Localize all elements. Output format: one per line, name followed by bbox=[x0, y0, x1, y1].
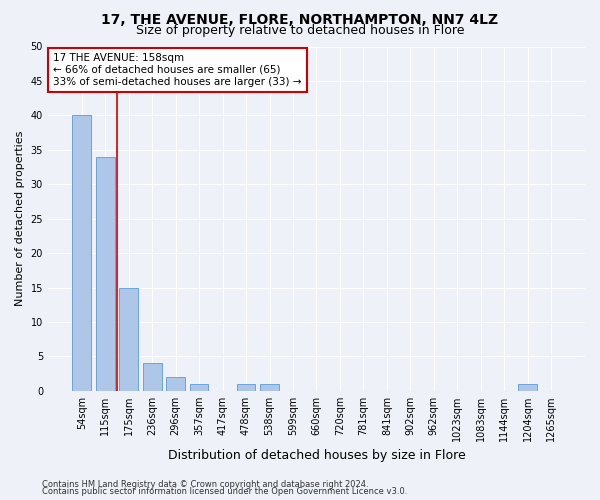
Y-axis label: Number of detached properties: Number of detached properties bbox=[15, 131, 25, 306]
Bar bbox=[96, 156, 115, 391]
Bar bbox=[73, 116, 91, 391]
Text: 17, THE AVENUE, FLORE, NORTHAMPTON, NN7 4LZ: 17, THE AVENUE, FLORE, NORTHAMPTON, NN7 … bbox=[101, 12, 499, 26]
Bar bbox=[190, 384, 208, 391]
Bar bbox=[166, 377, 185, 391]
Bar bbox=[518, 384, 537, 391]
Text: 17 THE AVENUE: 158sqm
← 66% of detached houses are smaller (65)
33% of semi-deta: 17 THE AVENUE: 158sqm ← 66% of detached … bbox=[53, 54, 302, 86]
Bar bbox=[119, 288, 138, 391]
Bar bbox=[143, 364, 161, 391]
Bar bbox=[260, 384, 279, 391]
Text: Contains public sector information licensed under the Open Government Licence v3: Contains public sector information licen… bbox=[42, 487, 407, 496]
Bar bbox=[236, 384, 256, 391]
X-axis label: Distribution of detached houses by size in Flore: Distribution of detached houses by size … bbox=[167, 450, 466, 462]
Text: Contains HM Land Registry data © Crown copyright and database right 2024.: Contains HM Land Registry data © Crown c… bbox=[42, 480, 368, 489]
Text: Size of property relative to detached houses in Flore: Size of property relative to detached ho… bbox=[136, 24, 464, 37]
